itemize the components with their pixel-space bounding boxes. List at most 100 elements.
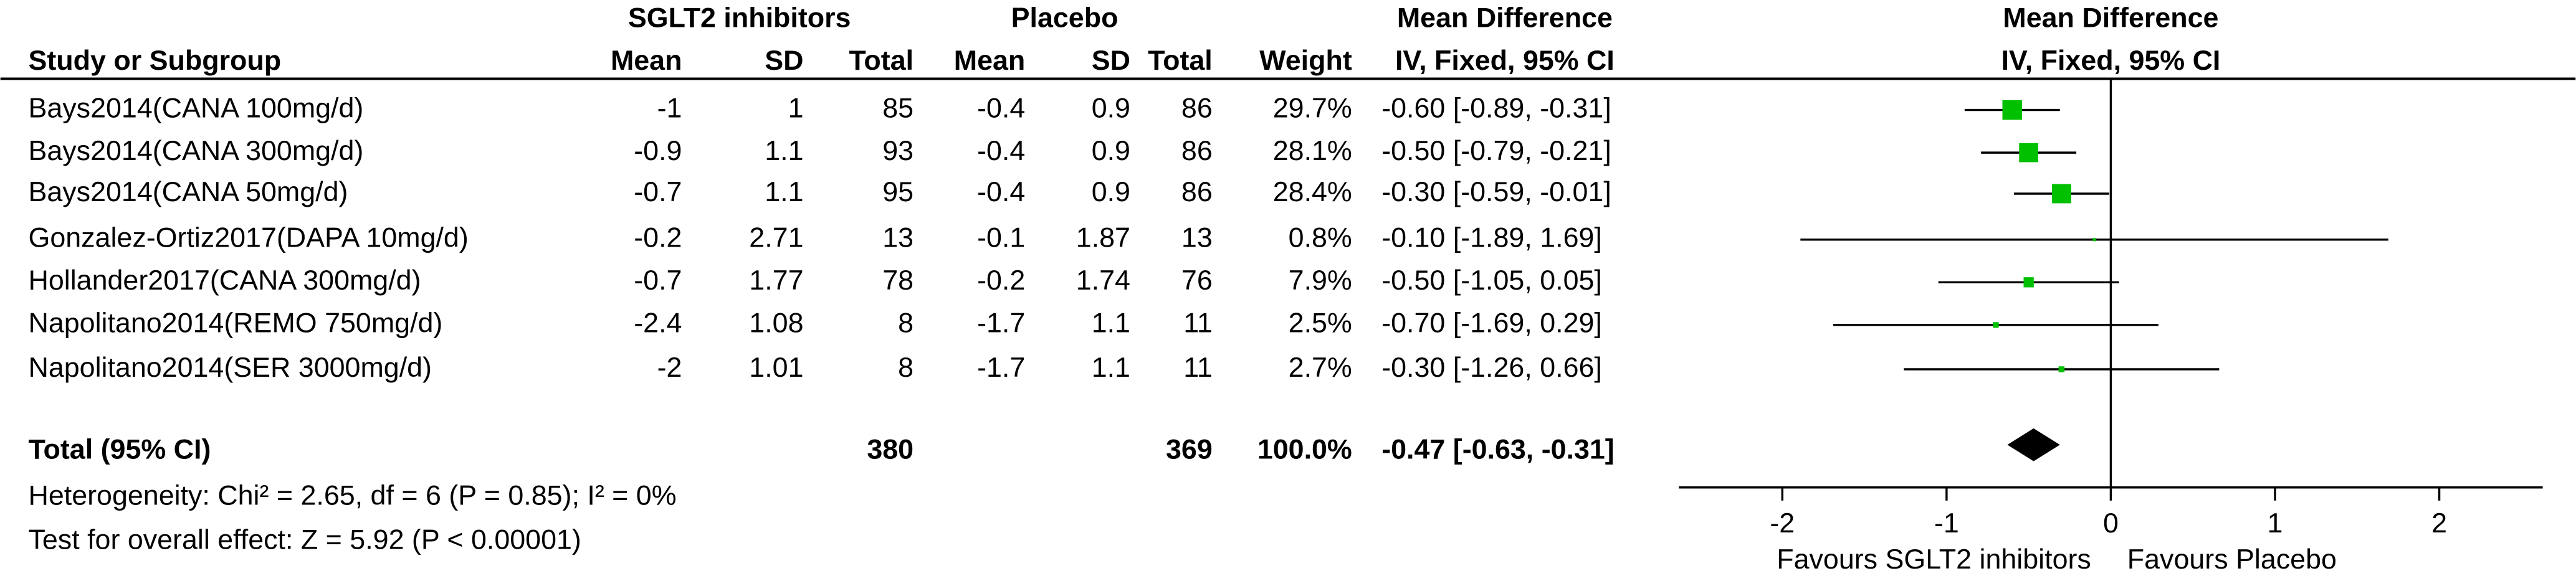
- study-name: Napolitano2014(SER 3000mg/d): [29, 352, 432, 383]
- table-cell: 1.1: [765, 176, 803, 207]
- table-cell: -2.4: [634, 308, 682, 339]
- weight: 2.5%: [1289, 308, 1352, 339]
- table-cell: 11: [1183, 352, 1213, 383]
- ci-label: -0.30 [-0.59, -0.01]: [1381, 176, 1611, 207]
- ci-label: -0.70 [-1.69, 0.29]: [1381, 308, 1602, 339]
- table-cell: -0.7: [634, 265, 682, 296]
- total-cell: 380: [867, 434, 914, 465]
- ci-label: -0.50 [-0.79, -0.21]: [1381, 135, 1611, 166]
- table-cell: 8: [898, 308, 914, 339]
- effect-square: [2002, 100, 2023, 120]
- effect-square: [2058, 366, 2065, 372]
- effect-square: [2023, 277, 2034, 288]
- table-cell: 1.01: [749, 352, 803, 383]
- effect-square: [1993, 322, 1999, 328]
- pooled-diamond: [2007, 428, 2060, 461]
- study-name: Bays2014(CANA 100mg/d): [29, 92, 364, 123]
- table-cell: 1.08: [749, 308, 803, 339]
- table-cell: -0.1: [977, 222, 1025, 253]
- table-cell: -1: [657, 92, 682, 123]
- table-cell: 86: [1181, 135, 1213, 166]
- table-cell: -0.2: [977, 265, 1025, 296]
- x-tick-label: 0: [2103, 508, 2119, 539]
- weight: 29.7%: [1273, 92, 1352, 123]
- table-cell: -0.2: [634, 222, 682, 253]
- table-cell: 95: [882, 176, 914, 207]
- total-cell: 369: [1166, 434, 1213, 465]
- table-cell: 0.9: [1092, 176, 1130, 207]
- table-cell: 1: [788, 92, 804, 123]
- table-cell: -1.7: [977, 352, 1025, 383]
- column-header: Mean: [954, 45, 1026, 76]
- study-name: Hollander2017(CANA 300mg/d): [29, 265, 421, 296]
- weight: 7.9%: [1289, 265, 1352, 296]
- heterogeneity: Heterogeneity: Chi² = 2.65, df = 6 (P = …: [29, 479, 677, 511]
- ci-label: -0.50 [-1.05, 0.05]: [1381, 265, 1602, 296]
- ci-label: -0.60 [-0.89, -0.31]: [1381, 92, 1611, 123]
- overall-effect: Test for overall effect: Z = 5.92 (P < 0…: [29, 524, 581, 555]
- table-cell: 93: [882, 135, 914, 166]
- column-header: SD: [1092, 45, 1130, 76]
- group-header: Mean Difference: [1397, 2, 1613, 33]
- ci-label: -0.30 [-1.26, 0.66]: [1381, 352, 1602, 383]
- table-cell: 1.1: [765, 135, 803, 166]
- weight: 28.1%: [1273, 135, 1352, 166]
- table-cell: -0.4: [977, 92, 1025, 123]
- study-name: Gonzalez-Ortiz2017(DAPA 10mg/d): [29, 222, 469, 253]
- table-cell: 1.77: [749, 265, 803, 296]
- table-cell: 1.1: [1092, 308, 1130, 339]
- x-tick-label: 2: [2431, 508, 2447, 539]
- weight: 28.4%: [1273, 176, 1352, 207]
- column-header: Total: [849, 45, 914, 76]
- group-header: SGLT2 inhibitors: [628, 2, 851, 33]
- group-header: Placebo: [1011, 2, 1119, 33]
- x-tick-label: 1: [2268, 508, 2283, 539]
- table-cell: -0.9: [634, 135, 682, 166]
- table-cell: 8: [898, 352, 914, 383]
- table-cell: 1.1: [1092, 352, 1130, 383]
- effect-square: [2019, 143, 2039, 163]
- study-name: Bays2014(CANA 50mg/d): [29, 176, 348, 207]
- table-cell: 76: [1181, 265, 1213, 296]
- column-header: Mean: [611, 45, 682, 76]
- total-label: Total (95% CI): [29, 434, 211, 465]
- table-cell: 0.9: [1092, 92, 1130, 123]
- plot-subtitle: IV, Fixed, 95% CI: [2001, 45, 2220, 76]
- table-cell: 13: [882, 222, 914, 253]
- table-cell: 86: [1181, 176, 1213, 207]
- favours-left: Favours SGLT2 inhibitors: [1777, 544, 2091, 575]
- table-cell: -0.4: [977, 135, 1025, 166]
- weight: 0.8%: [1289, 222, 1352, 253]
- study-name: Napolitano2014(REMO 750mg/d): [29, 308, 443, 339]
- table-cell: 86: [1181, 92, 1213, 123]
- table-cell: 1.87: [1076, 222, 1130, 253]
- table-cell: 2.71: [749, 222, 803, 253]
- x-tick-label: -1: [1934, 508, 1959, 539]
- table-cell: -0.4: [977, 176, 1025, 207]
- table-cell: 13: [1181, 222, 1213, 253]
- favours-right: Favours Placebo: [2127, 544, 2337, 575]
- column-header: Weight: [1259, 45, 1352, 76]
- column-header: IV, Fixed, 95% CI: [1395, 45, 1615, 76]
- column-header: Total: [1148, 45, 1213, 76]
- total-ci: -0.47 [-0.63, -0.31]: [1381, 434, 1615, 465]
- study-name: Bays2014(CANA 300mg/d): [29, 135, 364, 166]
- table-cell: 11: [1183, 308, 1213, 339]
- ci-label: -0.10 [-1.89, 1.69]: [1381, 222, 1602, 253]
- plot-title: Mean Difference: [2003, 2, 2218, 33]
- effect-square: [2051, 184, 2071, 204]
- table-cell: -0.7: [634, 176, 682, 207]
- column-header: Study or Subgroup: [29, 45, 282, 76]
- table-cell: -2: [657, 352, 682, 383]
- x-tick-label: -2: [1770, 508, 1795, 539]
- table-cell: 0.9: [1092, 135, 1130, 166]
- table-cell: -1.7: [977, 308, 1025, 339]
- table-cell: 1.74: [1076, 265, 1130, 296]
- column-header: SD: [765, 45, 803, 76]
- table-cell: 85: [882, 92, 914, 123]
- weight: 2.7%: [1289, 352, 1352, 383]
- effect-square: [2092, 238, 2096, 242]
- total-weight: 100.0%: [1257, 434, 1352, 465]
- table-cell: 78: [882, 265, 914, 296]
